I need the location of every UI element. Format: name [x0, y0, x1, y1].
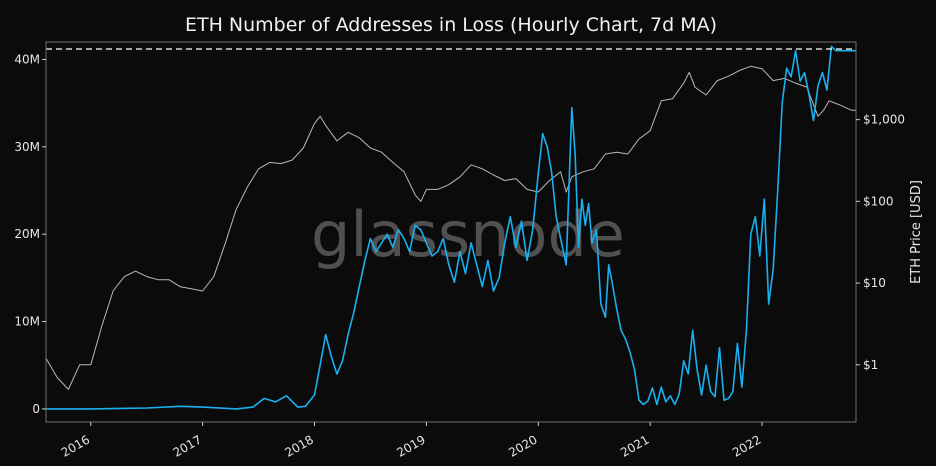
y-left-tick-label: 30M	[14, 140, 40, 154]
y-left-tick-label: 0	[32, 402, 40, 416]
y-right-tick-label: $100	[863, 194, 894, 208]
y-right-tick-label: $10	[863, 276, 886, 290]
y-right-tick-label: $1,000	[863, 113, 905, 127]
y-right-tick-label: $1	[863, 358, 878, 372]
y-left-tick-label: 20M	[14, 227, 40, 241]
y-left-tick-label: 10M	[14, 315, 40, 329]
y-left-tick-label: 40M	[14, 52, 40, 66]
series-layer	[45, 45, 856, 410]
addresses-in-loss-line	[46, 45, 856, 410]
eth-price-line	[45, 65, 856, 390]
chart-title: ETH Number of Addresses in Loss (Hourly …	[185, 14, 717, 36]
plot-frame	[45, 41, 857, 423]
y-axis-right-label: ETH Price [USD]	[909, 180, 924, 284]
